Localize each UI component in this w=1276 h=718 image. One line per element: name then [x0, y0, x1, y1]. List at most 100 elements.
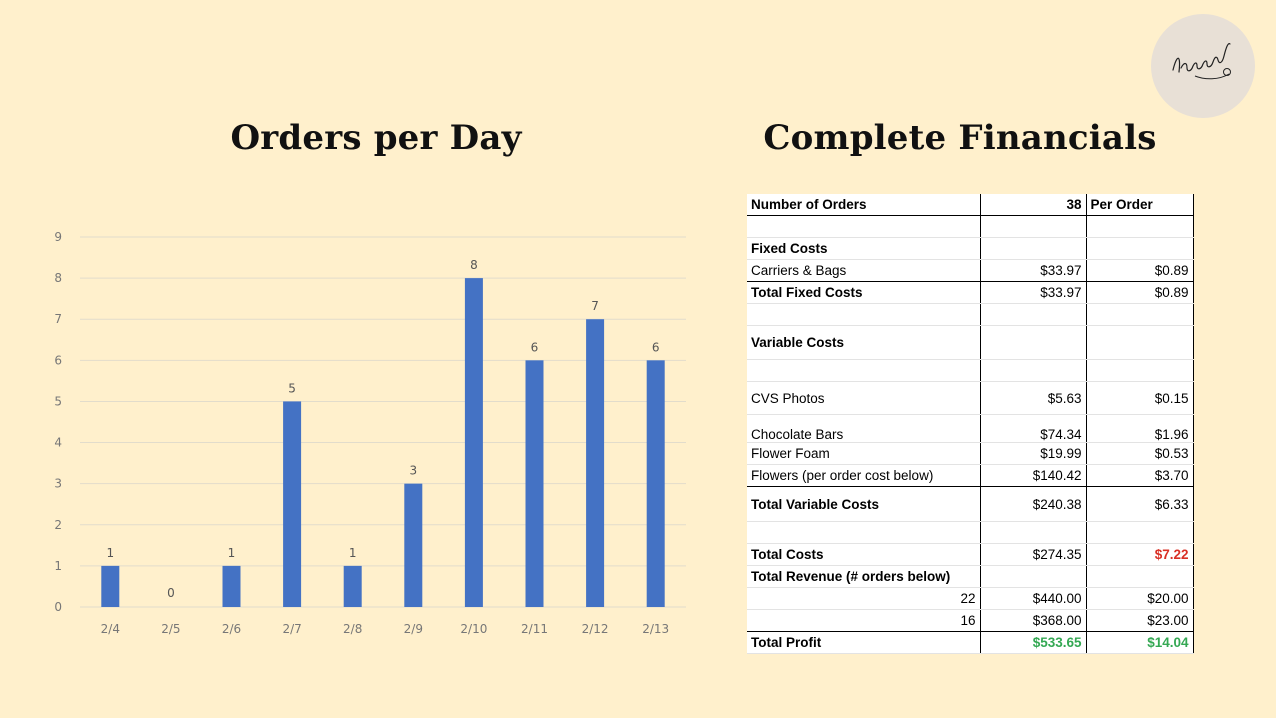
- row-label: Flowers (per order cost below): [747, 464, 981, 487]
- row-label: CVS Photos: [747, 381, 981, 415]
- total-profit-per: $14.04: [1086, 631, 1194, 654]
- data-label: 6: [652, 340, 660, 354]
- row-value: $5.63: [980, 381, 1087, 415]
- table-row: 16 $368.00 $23.00: [747, 609, 1194, 632]
- table-row: Flowers (per order cost below) $140.42 $…: [747, 464, 1194, 487]
- section-row: Total Revenue (# orders below): [747, 565, 1194, 588]
- data-label: 1: [106, 546, 114, 560]
- x-tick-label: 2/13: [642, 622, 669, 636]
- y-tick-label: 5: [54, 394, 62, 408]
- total-row: Total Variable Costs $240.38 $6.33: [747, 486, 1194, 522]
- data-label: 7: [591, 299, 599, 313]
- table-row: CVS Photos $5.63 $0.15: [747, 381, 1194, 415]
- x-tick-label: 2/6: [222, 622, 241, 636]
- y-tick-label: 0: [54, 600, 62, 614]
- y-tick-label: 1: [54, 559, 62, 573]
- row-label: Carriers & Bags: [747, 259, 981, 282]
- bar: [101, 565, 120, 607]
- spacer-row: [747, 359, 1194, 382]
- x-tick-label: 2/4: [101, 622, 120, 636]
- table-row: Carriers & Bags $33.97 $0.89: [747, 259, 1194, 282]
- y-tick-label: 7: [54, 312, 62, 326]
- row-label: Chocolate Bars: [747, 414, 981, 443]
- section-row: Variable Costs: [747, 325, 1194, 360]
- data-label: 3: [409, 464, 417, 478]
- profit-row: Total Profit $533.65 $14.04: [747, 631, 1194, 654]
- total-fixed-label: Total Fixed Costs: [747, 281, 981, 304]
- data-label: 6: [531, 340, 539, 354]
- row-per-order: $0.89: [1086, 259, 1194, 282]
- section-row: Fixed Costs: [747, 237, 1194, 260]
- total-fixed-per: $0.89: [1086, 281, 1194, 304]
- x-tick-label: 2/8: [343, 622, 362, 636]
- row-per-order: $0.53: [1086, 442, 1194, 465]
- row-value: $33.97: [980, 259, 1087, 282]
- row-label: Flower Foam: [747, 442, 981, 465]
- financials-title: Complete Financials: [763, 118, 1157, 158]
- revenue-orders: 16: [747, 609, 981, 632]
- financials-table: Number of Orders 38 Per Order Fixed Cost…: [747, 194, 1194, 654]
- brand-logo: [1151, 14, 1255, 118]
- y-tick-label: 4: [54, 436, 62, 450]
- table-header-row: Number of Orders 38 Per Order: [747, 194, 1194, 216]
- x-tick-label: 2/11: [521, 622, 548, 636]
- orders-count-label: Number of Orders: [747, 194, 981, 216]
- revenue-label: Total Revenue (# orders below): [747, 565, 981, 588]
- x-tick-label: 2/12: [582, 622, 609, 636]
- y-tick-label: 8: [54, 271, 62, 285]
- total-row: Total Costs $274.35 $7.22: [747, 543, 1194, 566]
- x-tick-label: 2/7: [282, 622, 301, 636]
- total-profit-value: $533.65: [980, 631, 1087, 654]
- revenue-per-order: $20.00: [1086, 587, 1194, 610]
- bar: [586, 319, 605, 607]
- revenue-value: $368.00: [980, 609, 1087, 632]
- total-costs-value: $274.35: [980, 543, 1087, 566]
- row-per-order: $0.15: [1086, 381, 1194, 415]
- spacer-row: [747, 215, 1194, 238]
- total-profit-label: Total Profit: [747, 631, 981, 654]
- bar: [404, 483, 423, 607]
- row-value: $74.34: [980, 414, 1087, 443]
- data-label: 5: [288, 381, 296, 395]
- y-tick-label: 9: [54, 230, 62, 244]
- table-row: Flower Foam $19.99 $0.53: [747, 442, 1194, 465]
- total-variable-per: $6.33: [1086, 486, 1194, 522]
- total-costs-per: $7.22: [1086, 543, 1194, 566]
- revenue-orders: 22: [747, 587, 981, 610]
- y-tick-label: 6: [54, 353, 62, 367]
- x-tick-label: 2/9: [404, 622, 423, 636]
- orders-count-value: 38: [980, 194, 1087, 216]
- total-costs-label: Total Costs: [747, 543, 981, 566]
- spacer-row: [747, 521, 1194, 544]
- total-variable-value: $240.38: [980, 486, 1087, 522]
- fixed-costs-heading: Fixed Costs: [747, 237, 981, 260]
- total-fixed-value: $33.97: [980, 281, 1087, 304]
- data-label: 0: [167, 586, 175, 600]
- variable-costs-heading: Variable Costs: [747, 325, 981, 360]
- y-tick-label: 3: [54, 477, 62, 491]
- bar: [283, 401, 302, 607]
- total-row: Total Fixed Costs $33.97 $0.89: [747, 281, 1194, 304]
- bar: [646, 360, 665, 607]
- x-tick-label: 2/10: [460, 622, 487, 636]
- spacer-row: [747, 303, 1194, 326]
- bar: [525, 360, 544, 607]
- row-value: $19.99: [980, 442, 1087, 465]
- revenue-value: $440.00: [980, 587, 1087, 610]
- table-row: Chocolate Bars $74.34 $1.96: [747, 414, 1194, 443]
- x-tick-label: 2/5: [161, 622, 180, 636]
- data-label: 8: [470, 258, 478, 272]
- data-label: 1: [228, 546, 236, 560]
- total-variable-label: Total Variable Costs: [747, 486, 981, 522]
- chart-title: Orders per Day: [230, 118, 522, 158]
- per-order-header: Per Order: [1086, 194, 1194, 216]
- logo-signature-icon: [1172, 43, 1231, 80]
- bar: [464, 278, 483, 607]
- data-label: 1: [349, 546, 357, 560]
- revenue-per-order: $23.00: [1086, 609, 1194, 632]
- bar: [222, 565, 241, 607]
- table-row: 22 $440.00 $20.00: [747, 587, 1194, 610]
- row-per-order: $3.70: [1086, 464, 1194, 487]
- bar: [343, 565, 362, 607]
- row-per-order: $1.96: [1086, 414, 1194, 443]
